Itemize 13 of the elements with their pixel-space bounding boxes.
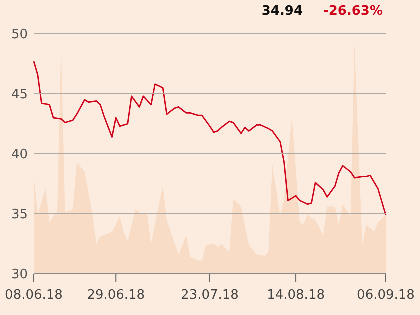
y-tick-label: 40 <box>11 148 28 163</box>
x-tick-label: 29.06.18 <box>87 288 146 303</box>
y-tick-label: 50 <box>11 28 28 43</box>
x-tick-label: 23.07.18 <box>181 288 239 303</box>
line-series <box>33 60 387 216</box>
y-tick-label: 30 <box>11 268 28 283</box>
x-tick-label: 08.06.18 <box>5 288 63 303</box>
y-tick-label: 45 <box>11 88 28 103</box>
x-tick-label: 06.09.18 <box>357 288 415 303</box>
x-tick-label: 14.08.18 <box>267 288 325 303</box>
y-tick-label: 35 <box>11 208 28 223</box>
text: -26.63% <box>323 4 383 19</box>
text: 34.94 <box>262 4 303 19</box>
